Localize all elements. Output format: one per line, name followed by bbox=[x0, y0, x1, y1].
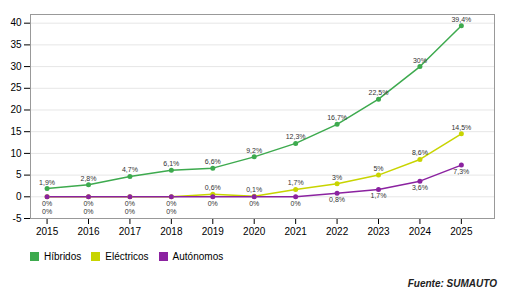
svg-text:4,7%: 4,7% bbox=[122, 166, 138, 173]
svg-text:40: 40 bbox=[10, 17, 22, 28]
svg-text:10: 10 bbox=[10, 148, 22, 159]
svg-text:5: 5 bbox=[16, 169, 22, 180]
svg-text:2022: 2022 bbox=[326, 226, 349, 237]
svg-text:0%: 0% bbox=[125, 208, 135, 215]
svg-text:0%: 0% bbox=[42, 200, 52, 207]
svg-text:16,7%: 16,7% bbox=[327, 114, 347, 121]
svg-text:2016: 2016 bbox=[77, 226, 100, 237]
svg-text:6,1%: 6,1% bbox=[163, 160, 179, 167]
svg-text:2019: 2019 bbox=[202, 226, 225, 237]
svg-text:1,9%: 1,9% bbox=[39, 179, 55, 186]
svg-text:1,7%: 1,7% bbox=[288, 179, 304, 186]
svg-text:15: 15 bbox=[10, 126, 22, 137]
svg-text:2,8%: 2,8% bbox=[81, 175, 97, 182]
svg-text:3%: 3% bbox=[332, 174, 342, 181]
svg-text:3,6%: 3,6% bbox=[412, 184, 428, 191]
svg-text:9,2%: 9,2% bbox=[246, 147, 262, 154]
svg-text:2021: 2021 bbox=[285, 226, 308, 237]
svg-text:1,7%: 1,7% bbox=[371, 192, 387, 199]
svg-text:0%: 0% bbox=[249, 200, 259, 207]
svg-text:0%: 0% bbox=[125, 200, 135, 207]
svg-text:7,3%: 7,3% bbox=[453, 168, 469, 175]
svg-text:30: 30 bbox=[10, 61, 22, 72]
svg-text:0: 0 bbox=[16, 191, 22, 202]
svg-text:35: 35 bbox=[10, 39, 22, 50]
svg-text:6,6%: 6,6% bbox=[205, 158, 221, 165]
svg-text:-5: -5 bbox=[13, 213, 22, 224]
svg-text:2023: 2023 bbox=[367, 226, 390, 237]
svg-text:2018: 2018 bbox=[160, 226, 183, 237]
svg-text:2020: 2020 bbox=[243, 226, 266, 237]
svg-text:25: 25 bbox=[10, 82, 22, 93]
svg-text:2015: 2015 bbox=[36, 226, 59, 237]
svg-text:14,5%: 14,5% bbox=[451, 124, 471, 131]
svg-text:12,3%: 12,3% bbox=[286, 133, 306, 140]
svg-text:0%: 0% bbox=[166, 200, 176, 207]
svg-text:2025: 2025 bbox=[450, 226, 473, 237]
svg-text:2024: 2024 bbox=[409, 226, 432, 237]
svg-text:39,4%: 39,4% bbox=[451, 16, 471, 23]
svg-text:0%: 0% bbox=[166, 208, 176, 215]
svg-text:22,5%: 22,5% bbox=[369, 89, 389, 96]
html-text:Autónomos: Autónomos bbox=[172, 251, 224, 262]
svg-text:0%: 0% bbox=[42, 208, 52, 215]
svg-text:5%: 5% bbox=[373, 165, 383, 172]
svg-text:0,1%: 0,1% bbox=[246, 186, 262, 193]
html-text:Híbridos: Híbridos bbox=[44, 251, 82, 262]
svg-text:0%: 0% bbox=[83, 200, 93, 207]
svg-text:0%: 0% bbox=[208, 200, 218, 207]
svg-text:0%: 0% bbox=[291, 200, 301, 207]
html-text:Eléctricos: Eléctricos bbox=[105, 251, 149, 262]
svg-text:0,8%: 0,8% bbox=[329, 196, 345, 203]
svg-text:2017: 2017 bbox=[119, 226, 142, 237]
svg-text:30%: 30% bbox=[413, 57, 427, 64]
svg-text:0,6%: 0,6% bbox=[205, 184, 221, 191]
svg-text:8,6%: 8,6% bbox=[412, 149, 428, 156]
svg-text:0%: 0% bbox=[83, 208, 93, 215]
svg-text:20: 20 bbox=[10, 104, 22, 115]
